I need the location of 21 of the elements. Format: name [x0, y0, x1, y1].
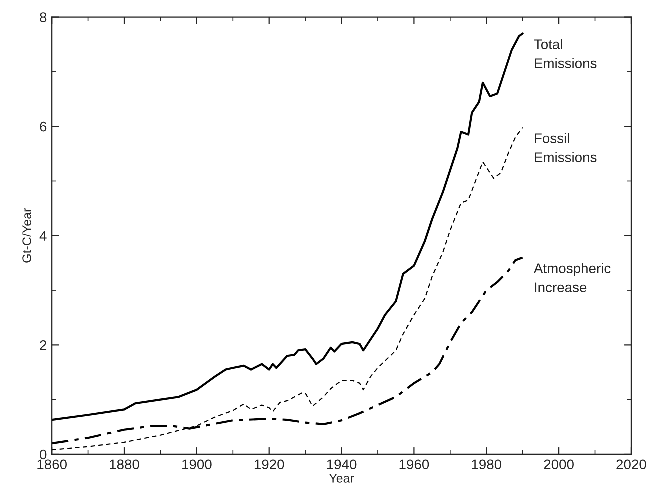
- series-label: Fossil Emissions: [535, 133, 597, 162]
- series-label: Total Emissions: [534, 39, 597, 68]
- y-tick-label: 8: [40, 12, 47, 22]
- y-axis-title: Gt-C/Year: [22, 208, 32, 263]
- y-tick-label: 6: [40, 122, 47, 132]
- x-tick-label: 1960: [400, 460, 430, 470]
- y-tick-label: 0: [40, 450, 47, 460]
- line-series: [52, 32, 524, 422]
- x-tick-label: 1980: [472, 460, 502, 470]
- y-tick-label: 2: [40, 340, 47, 350]
- x-axis-title: Year: [329, 474, 354, 483]
- x-tick-label: 1920: [254, 460, 284, 470]
- line-series: [52, 127, 524, 451]
- x-tick-label: 1900: [182, 460, 212, 470]
- x-tick-label: 2000: [544, 460, 574, 470]
- x-tick-label: 1940: [327, 460, 357, 470]
- x-tick-label: 2020: [616, 460, 646, 470]
- y-tick-label: 4: [40, 231, 47, 241]
- x-tick-label: 1860: [38, 460, 67, 470]
- series-label: Atmospheric Increase: [534, 263, 611, 292]
- x-tick-label: 1880: [110, 460, 140, 470]
